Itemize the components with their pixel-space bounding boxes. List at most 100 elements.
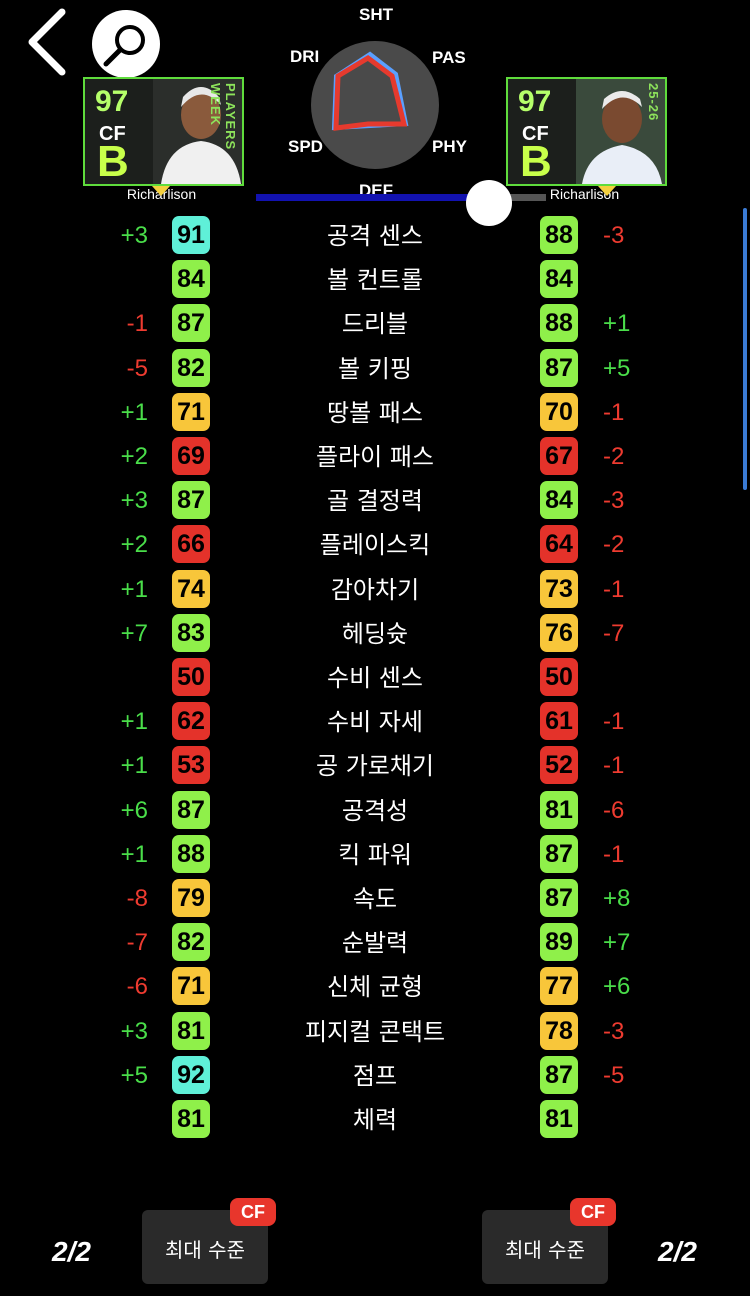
right-diff: -6 <box>603 796 625 824</box>
left-stat-badge: 91 <box>172 216 210 254</box>
right-page-indicator: 2/2 <box>658 1236 697 1267</box>
right-max-level-button[interactable]: 최대 수준 CF <box>482 1198 616 1284</box>
right-stat-badge: 88 <box>540 216 578 254</box>
right-diff: -3 <box>603 487 625 515</box>
stat-row: 50 수비 센스 50 <box>0 658 750 698</box>
player-rating: 97 <box>95 85 129 118</box>
left-diff: -6 <box>126 973 148 1001</box>
stat-row: +2 69 플라이 패스 67 -2 <box>0 437 750 477</box>
stat-label: 플라이 패스 <box>315 443 435 471</box>
stat-label: 공격 센스 <box>327 222 423 250</box>
right-stat-badge: 87 <box>540 348 578 387</box>
left-diff: +1 <box>120 398 148 426</box>
radar-label-dri: DRI <box>290 47 320 66</box>
left-diff: +3 <box>120 1017 148 1045</box>
radar-label-pas: PAS <box>432 48 466 67</box>
right-stat-badge: 50 <box>540 658 578 696</box>
left-stat-badge: 84 <box>172 260 210 299</box>
left-stat-badge: 66 <box>172 525 210 564</box>
left-page-indicator: 2/2 <box>52 1236 91 1267</box>
comparison-slider-knob[interactable] <box>466 180 512 226</box>
radar-label-spd: SPD <box>288 137 323 156</box>
position-tag: CF <box>230 1198 276 1226</box>
right-stat-badge: 87 <box>540 834 578 873</box>
player-position: CF <box>522 123 549 145</box>
left-diff: -5 <box>126 354 148 382</box>
stat-label: 볼 컨트롤 <box>327 266 423 295</box>
right-stat-badge: 76 <box>540 613 578 652</box>
right-stat-badge: 73 <box>540 569 578 608</box>
back-button[interactable] <box>22 8 72 78</box>
search-button[interactable] <box>92 10 160 78</box>
player-rating: 97 <box>518 85 552 118</box>
left-stat-badge: 74 <box>172 569 210 608</box>
left-diff: +3 <box>120 222 148 249</box>
radar-chart <box>311 41 439 169</box>
right-diff: -1 <box>603 752 625 780</box>
right-diff: -3 <box>603 222 625 249</box>
player-position: CF <box>99 123 126 145</box>
left-diff: +1 <box>120 840 148 868</box>
left-stat-badge: 88 <box>172 834 210 873</box>
max-level-label: 최대 수준 <box>505 1238 585 1262</box>
stat-row: +5 92 점프 87 -5 <box>0 1055 750 1096</box>
left-stat-badge: 87 <box>172 481 210 520</box>
stat-label: 속도 <box>352 885 398 913</box>
stat-row: -5 82 볼 키핑 87 +5 <box>0 348 750 389</box>
left-diff: +1 <box>120 708 148 736</box>
left-stat-badge: 69 <box>172 437 210 475</box>
stat-row: -6 71 신체 균형 77 +6 <box>0 967 750 1007</box>
comparison-slider-track <box>256 194 494 201</box>
right-diff: +6 <box>603 973 631 1001</box>
left-stat-badge: 71 <box>172 967 210 1006</box>
player-grade: B <box>520 137 552 186</box>
left-stat-badge: 53 <box>172 746 210 785</box>
stat-label: 공 가로채기 <box>315 752 435 781</box>
stat-row: +7 83 헤딩슛 76 -7 <box>0 613 750 654</box>
chevron-left-icon <box>28 8 66 76</box>
right-diff: +7 <box>603 929 631 957</box>
left-stat-badge: 81 <box>172 1011 210 1050</box>
stat-label: 플레이스킥 <box>319 531 431 560</box>
left-stat-badge: 71 <box>172 392 210 431</box>
right-player-card[interactable]: 25-26 97 CF B <box>506 77 667 186</box>
right-stat-badge: 64 <box>540 525 578 564</box>
left-diff: +3 <box>120 487 148 515</box>
stat-label: 땅볼 패스 <box>327 398 423 427</box>
left-diff: -1 <box>126 310 148 338</box>
stat-label: 체력 <box>352 1106 398 1134</box>
right-stat-badge: 70 <box>540 392 578 431</box>
left-stat-badge: 81 <box>172 1100 210 1138</box>
right-diff: +1 <box>603 310 631 338</box>
stat-label: 드리블 <box>341 310 409 339</box>
player-photo <box>576 79 665 184</box>
stat-label: 순발력 <box>341 929 409 958</box>
right-diff: -2 <box>603 443 625 470</box>
right-diff: -5 <box>603 1061 625 1089</box>
left-diff: +1 <box>120 752 148 780</box>
stat-row: +1 71 땅볼 패스 70 -1 <box>0 392 750 433</box>
stat-label: 헤딩슛 <box>341 619 409 648</box>
position-tag: CF <box>570 1198 616 1226</box>
left-max-level-button[interactable]: 최대 수준 CF <box>142 1198 276 1284</box>
right-stat-badge: 88 <box>540 304 578 343</box>
player-grade: B <box>97 137 129 186</box>
stat-row: +6 87 공격성 81 -6 <box>0 790 750 831</box>
left-diff: -8 <box>126 885 148 912</box>
left-stat-badge: 79 <box>172 879 210 917</box>
scrollbar[interactable] <box>743 208 747 490</box>
right-stat-badge: 77 <box>540 967 578 1006</box>
card-side-text: PLAYERS WEEK <box>208 83 238 151</box>
left-stat-badge: 82 <box>172 348 210 387</box>
left-diff: +5 <box>120 1061 148 1089</box>
comparison-slider-rest <box>494 194 546 201</box>
radar-label-sht: SHT <box>359 5 393 24</box>
left-diff: +7 <box>120 619 148 647</box>
right-stat-badge: 61 <box>540 702 578 741</box>
card-side-text: 25-26 <box>646 83 661 122</box>
right-stat-badge: 87 <box>540 879 578 917</box>
left-player-card[interactable]: PLAYERS WEEK 97 CF B <box>83 77 244 186</box>
right-diff: -1 <box>603 840 625 868</box>
left-stat-badge: 82 <box>172 923 210 962</box>
right-diff: -3 <box>603 1017 625 1045</box>
